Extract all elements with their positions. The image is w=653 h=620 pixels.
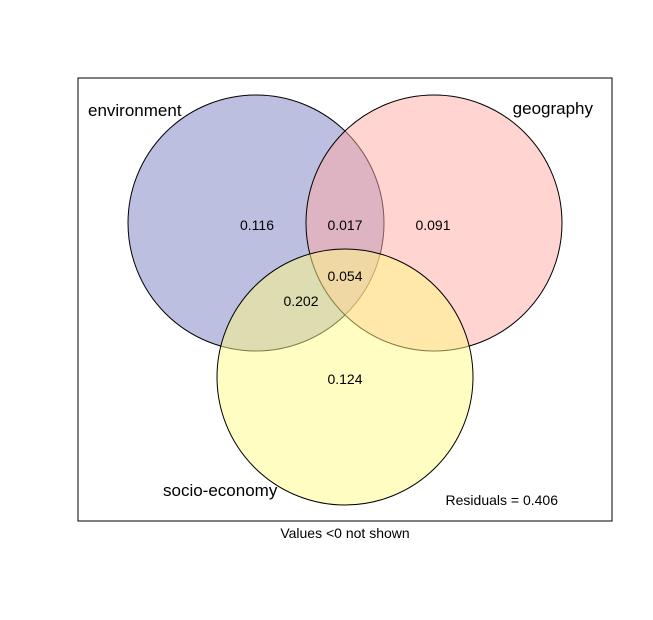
environment-socio-economy-value: 0.202 xyxy=(283,293,318,309)
geography-label: geography xyxy=(513,99,594,118)
socio-economy-circle xyxy=(216,248,474,506)
all-three-value: 0.054 xyxy=(327,268,362,284)
geography-only-value: 0.091 xyxy=(415,217,450,233)
footnote: Values <0 not shown xyxy=(280,525,409,541)
socio-economy-label: socio-economy xyxy=(163,481,278,500)
environment-only-value: 0.116 xyxy=(240,217,274,233)
environment-geography-value: 0.017 xyxy=(327,217,362,233)
plot-frame xyxy=(77,77,613,522)
environment-label: environment xyxy=(88,101,182,120)
socio-economy-only-value: 0.124 xyxy=(327,371,362,387)
residuals-label: Residuals = 0.406 xyxy=(446,492,559,508)
